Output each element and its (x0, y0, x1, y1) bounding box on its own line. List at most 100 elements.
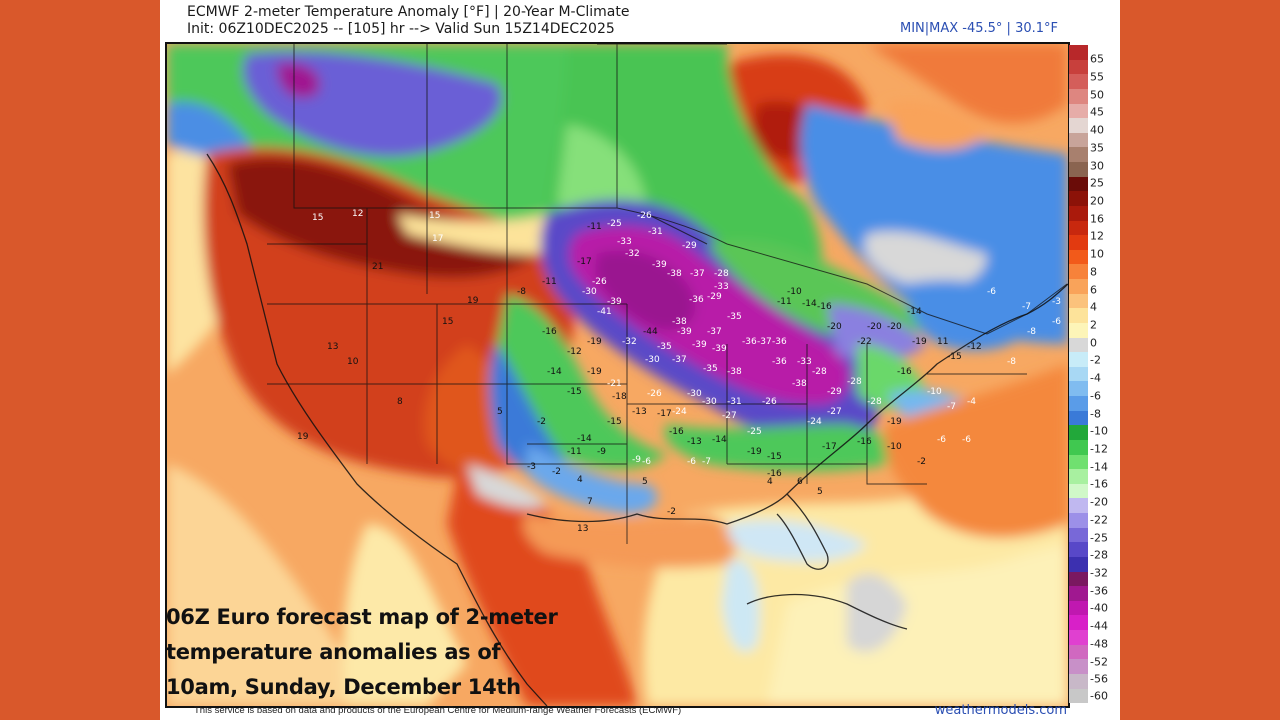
svg-text:-26: -26 (592, 277, 607, 287)
colorbar-label: -14 (1090, 460, 1108, 474)
svg-text:-35: -35 (703, 364, 718, 374)
title-line-1: ECMWF 2-meter Temperature Anomaly [°F] |… (187, 4, 630, 20)
svg-text:-10: -10 (887, 442, 902, 452)
colorbar-label: 2 (1090, 318, 1097, 332)
colorbar-label: 25 (1090, 176, 1104, 190)
svg-text:-17: -17 (577, 257, 592, 267)
caption-line-1: 06Z Euro forecast map of 2-meter (166, 605, 558, 629)
colorbar-label: -4 (1090, 371, 1101, 385)
svg-text:-8: -8 (1027, 327, 1036, 337)
colorbar-label: -36 (1090, 584, 1108, 598)
svg-text:-32: -32 (622, 337, 637, 347)
colorbar-label: 6 (1090, 283, 1097, 297)
colorbar-label: 50 (1090, 88, 1104, 102)
colorbar-label: 20 (1090, 194, 1104, 208)
svg-text:-18: -18 (612, 392, 627, 402)
svg-text:7: 7 (587, 497, 593, 507)
svg-text:-11: -11 (542, 277, 557, 287)
svg-text:-37: -37 (672, 355, 687, 365)
svg-text:15: 15 (312, 213, 323, 223)
svg-text:-33: -33 (797, 357, 812, 367)
svg-text:-15: -15 (767, 452, 782, 462)
svg-text:-39: -39 (712, 344, 727, 354)
svg-text:-16: -16 (542, 327, 557, 337)
colorbar-label: -44 (1090, 619, 1108, 633)
svg-text:-10: -10 (787, 287, 802, 297)
colorbar-label: -40 (1090, 601, 1108, 615)
svg-text:-38: -38 (727, 367, 742, 377)
svg-text:-6: -6 (642, 457, 651, 467)
svg-text:-7: -7 (947, 402, 956, 412)
svg-text:-15: -15 (607, 417, 622, 427)
colorbar-label: 0 (1090, 336, 1097, 350)
svg-text:-36: -36 (689, 295, 704, 305)
svg-text:-2: -2 (667, 507, 676, 517)
colorbar-label: 10 (1090, 247, 1104, 261)
svg-text:-39: -39 (607, 297, 622, 307)
svg-text:11: 11 (937, 337, 948, 347)
colorbar-label: 8 (1090, 265, 1097, 279)
svg-text:-29: -29 (827, 387, 842, 397)
svg-text:-14: -14 (577, 434, 592, 444)
svg-text:-31: -31 (727, 397, 742, 407)
svg-text:-6: -6 (687, 457, 696, 467)
svg-text:-20: -20 (867, 322, 882, 332)
svg-text:4: 4 (767, 477, 773, 487)
svg-text:-15: -15 (947, 352, 962, 362)
svg-text:-29: -29 (682, 241, 697, 251)
svg-text:-2: -2 (552, 467, 561, 477)
svg-text:-32: -32 (625, 249, 640, 259)
title-line-2: Init: 06Z10DEC2025 -- [105] hr --> Valid… (187, 21, 615, 37)
attribution-text: This service is based on data and produc… (194, 705, 682, 716)
svg-text:-17: -17 (657, 409, 672, 419)
svg-text:-31: -31 (648, 227, 663, 237)
caption-line-2: temperature anomalies as of (166, 640, 501, 664)
svg-text:5: 5 (497, 407, 503, 417)
svg-text:-2: -2 (917, 457, 926, 467)
svg-text:-19: -19 (587, 337, 602, 347)
colorbar-label: -28 (1090, 548, 1108, 562)
svg-text:-21: -21 (607, 379, 622, 389)
svg-text:-38: -38 (792, 379, 807, 389)
svg-text:13: 13 (577, 524, 588, 534)
colorbar-label: -60 (1090, 689, 1108, 703)
colorbar-label: 45 (1090, 105, 1104, 119)
svg-text:-29: -29 (707, 292, 722, 302)
svg-text:-12: -12 (967, 342, 982, 352)
svg-text:-16: -16 (897, 367, 912, 377)
svg-text:-26: -26 (762, 397, 777, 407)
svg-text:-7: -7 (702, 457, 711, 467)
map-title: ECMWF 2-meter Temperature Anomaly [°F] |… (187, 4, 629, 38)
svg-text:-20: -20 (887, 322, 902, 332)
colorbar-label: -48 (1090, 637, 1108, 651)
svg-text:-20: -20 (827, 322, 842, 332)
colorbar-labels: 65 55 50 45 40 35 30 25 20 16 12 10 8 6 … (1090, 45, 1120, 703)
colorbar-label: -10 (1090, 424, 1108, 438)
colorbar-label: -25 (1090, 531, 1108, 545)
svg-text:-11: -11 (587, 222, 602, 232)
svg-text:-12: -12 (567, 347, 582, 357)
site-link[interactable]: weathermodels.com (934, 703, 1067, 718)
colorbar-label: 35 (1090, 141, 1104, 155)
svg-text:4: 4 (577, 475, 583, 485)
colorbar-label: -6 (1090, 389, 1101, 403)
svg-text:-38: -38 (672, 317, 687, 327)
svg-text:-35: -35 (727, 312, 742, 322)
map-graphic: 15 12 15 17 21 19 15 13 19 13 10 8 5 -8 … (167, 44, 1068, 706)
svg-text:17: 17 (432, 234, 443, 244)
svg-text:-2: -2 (537, 417, 546, 427)
svg-text:-36: -36 (742, 337, 757, 347)
svg-text:-14: -14 (712, 435, 727, 445)
svg-text:-30: -30 (582, 287, 597, 297)
svg-text:-24: -24 (672, 407, 687, 417)
svg-text:-39: -39 (692, 340, 707, 350)
svg-text:-17: -17 (822, 442, 837, 452)
svg-text:-39: -39 (677, 327, 692, 337)
temperature-anomaly-map: 15 12 15 17 21 19 15 13 19 13 10 8 5 -8 … (165, 42, 1070, 708)
svg-text:-14: -14 (802, 299, 817, 309)
svg-text:-24: -24 (807, 417, 822, 427)
svg-text:10: 10 (347, 357, 359, 367)
svg-text:-15: -15 (567, 387, 582, 397)
svg-text:-8: -8 (517, 287, 526, 297)
colorbar-label: -32 (1090, 566, 1108, 580)
